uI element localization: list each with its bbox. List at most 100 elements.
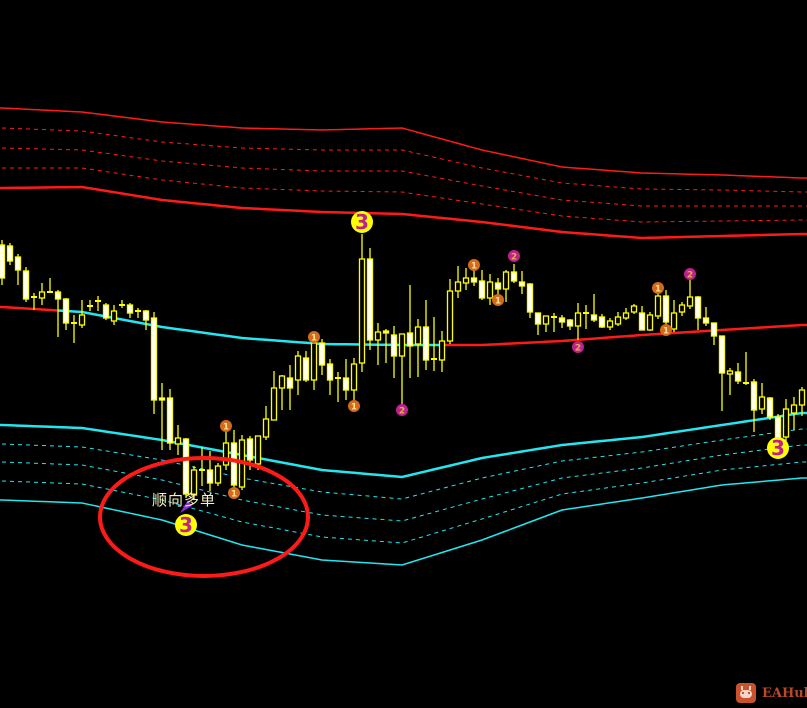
candle-body-bearish	[638, 312, 646, 331]
candle	[502, 270, 510, 302]
candle-body-bullish	[502, 271, 510, 290]
signal-marker-label: 2	[575, 344, 581, 354]
candle	[302, 351, 310, 382]
signal-marker-1: 1	[228, 487, 240, 500]
candle-body-bullish	[798, 389, 806, 406]
candle	[710, 322, 718, 345]
signal-marker-label: 1	[495, 297, 501, 307]
signal-marker-label: 2	[687, 271, 693, 281]
candle-body-bearish	[494, 282, 502, 290]
candle	[182, 438, 190, 498]
lower-band-level-1-line	[0, 428, 807, 500]
candle-body-bearish	[318, 342, 326, 366]
signal-marker-1: 1	[220, 420, 232, 433]
candle	[102, 303, 110, 320]
candle-body-bearish	[382, 330, 390, 334]
candle-body-bearish	[150, 317, 158, 401]
candle-body-bullish	[686, 296, 694, 307]
candle-body-bullish	[790, 404, 798, 414]
candle	[446, 279, 454, 344]
candle	[534, 312, 542, 335]
candle	[38, 283, 46, 305]
candle-body-bullish	[446, 290, 454, 342]
candle-body-bearish	[710, 322, 718, 337]
candle	[438, 331, 446, 372]
highlight-ellipse	[98, 456, 310, 578]
candle-body-bearish	[422, 326, 430, 361]
candle-body-bullish	[542, 315, 550, 325]
candle	[326, 359, 334, 395]
candle-body-bearish	[526, 283, 534, 313]
signal-marker-label: 1	[471, 262, 477, 272]
candle-body-bullish	[38, 291, 46, 299]
signal-marker-circle	[396, 404, 408, 416]
candle-body-bullish	[358, 258, 366, 364]
lower-band-inner-line	[0, 411, 807, 479]
candle	[686, 280, 694, 309]
candle	[166, 389, 174, 450]
signal-marker-label: 3	[355, 210, 369, 234]
candle-body-bearish	[206, 469, 214, 484]
candle-body-bullish	[622, 312, 630, 319]
annotation-label: 顺向多单	[152, 491, 217, 509]
candle-body-bullish	[678, 304, 686, 313]
candle	[286, 365, 294, 410]
signal-marker-label: 1	[231, 490, 237, 500]
candle	[470, 270, 478, 286]
candle-body-bearish	[558, 317, 566, 323]
candle	[558, 315, 566, 328]
candle	[214, 463, 222, 486]
candle-body-bearish	[142, 310, 150, 321]
candle	[414, 319, 422, 377]
signal-marker-label: 3	[771, 436, 785, 460]
candle	[150, 312, 158, 414]
signal-marker-label: 1	[223, 423, 229, 433]
candle-body-bullish	[214, 465, 222, 484]
candle	[462, 268, 470, 290]
candle-body-bearish	[102, 304, 110, 319]
candle	[310, 337, 318, 390]
candle-body-bullish	[254, 435, 262, 465]
candle-body-bearish	[230, 442, 238, 486]
candle	[47, 278, 53, 293]
candle-body-bullish	[190, 469, 198, 496]
candle	[6, 243, 14, 265]
candle	[374, 323, 382, 365]
candle-body-bullish	[294, 355, 302, 381]
candle	[766, 397, 774, 420]
candle-body-bearish	[510, 271, 518, 282]
signal-marker-circle	[492, 294, 504, 306]
candle	[335, 372, 341, 402]
candle-body-bearish	[366, 258, 374, 341]
candle	[630, 304, 638, 314]
candle	[551, 313, 557, 332]
candle	[87, 300, 93, 311]
upper-band-inner-line	[0, 185, 807, 240]
candle	[638, 306, 646, 331]
candle	[702, 307, 710, 326]
candle	[510, 264, 518, 283]
candle-body-bearish	[0, 244, 6, 279]
candle	[743, 352, 749, 385]
candle	[142, 310, 150, 330]
signal-marker-3: 3	[175, 513, 197, 537]
candle-body-bearish	[518, 281, 526, 287]
candle-body-bullish	[174, 437, 182, 445]
signal-marker-2: 2	[396, 404, 408, 417]
candle-body-bullish	[630, 305, 638, 313]
signal-marker-circle	[572, 341, 584, 353]
candle	[694, 296, 702, 330]
candle	[358, 234, 366, 372]
candle	[678, 302, 686, 316]
upper-band-level-3-line	[0, 167, 807, 223]
candle	[622, 308, 630, 320]
candle-body-bearish	[734, 371, 742, 382]
candle-body-bullish	[670, 312, 678, 330]
candle	[566, 319, 574, 330]
candle	[431, 317, 437, 371]
candle-body-bearish	[662, 295, 670, 323]
signal-marker-label: 3	[179, 513, 193, 537]
candle	[158, 383, 166, 450]
candle-body-bearish	[406, 332, 414, 347]
